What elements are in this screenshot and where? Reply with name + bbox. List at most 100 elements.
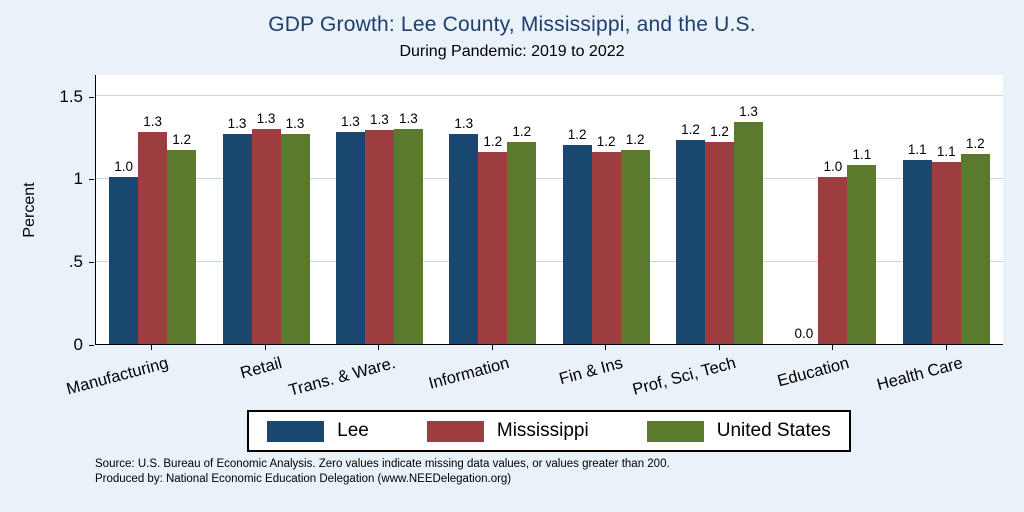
bar-value-label: 1.0 <box>114 158 134 174</box>
legend-label-mississippi: Mississippi <box>496 420 589 441</box>
x-tick-mark <box>832 345 834 350</box>
y-tick-mark <box>89 96 94 98</box>
bar-value-label: 1.3 <box>285 115 305 131</box>
bar-value-label: 1.3 <box>399 110 418 126</box>
bar-group: 1.3 1.3 1.3 <box>323 111 436 344</box>
bar-united-states: 1.3 <box>393 111 423 344</box>
x-tick-mark <box>264 345 266 350</box>
legend-label-united-states: United States <box>716 420 831 441</box>
x-tick-label: Prof, Sci, Tech <box>630 354 738 399</box>
x-tick-mark <box>151 345 153 350</box>
bar-value-label: 1.2 <box>965 135 985 151</box>
bar-value-label: 1.3 <box>454 115 474 131</box>
chart-title: GDP Growth: Lee County, Mississippi, and… <box>268 13 756 36</box>
source-note: Source: U.S. Bureau of Economic Analysis… <box>95 458 670 470</box>
gridline <box>96 177 1003 179</box>
y-tick-mark <box>89 345 94 346</box>
bar-mississippi: 1.3 <box>251 111 281 344</box>
bar-united-states: 1.3 <box>280 116 310 344</box>
legend: Lee Mississippi United States <box>247 410 851 452</box>
bar-value-label: 1.3 <box>370 112 389 128</box>
bar-lee: 1.2 <box>676 122 706 344</box>
x-tick-label: Health Care <box>875 354 965 395</box>
x-tick-label: Education <box>775 354 852 391</box>
bar-group: 1.2 1.2 1.3 <box>663 104 776 344</box>
bar-mississippi: 1.2 <box>478 134 508 344</box>
bar-value-label: 0.0 <box>794 326 814 341</box>
x-tick-label: Trans. & Ware. <box>286 354 398 400</box>
bar-lee: 1.3 <box>222 116 252 344</box>
bar-lee: 1.3 <box>449 116 479 344</box>
x-tick-mark <box>491 345 493 350</box>
chart-subtitle: During Pandemic: 2019 to 2022 <box>399 43 625 60</box>
bar-lee: 1.0 <box>109 159 139 344</box>
bar-value-label: 1.0 <box>823 158 843 174</box>
legend-swatch-lee <box>267 420 325 442</box>
produced-by-note: Produced by: National Economic Education… <box>95 473 512 485</box>
y-tick-label: 0 <box>73 335 83 354</box>
y-tick-label: .5 <box>68 252 83 272</box>
bar-value-label: 1.2 <box>567 127 587 143</box>
bar-value-label: 1.2 <box>681 122 700 138</box>
bar-lee: 1.3 <box>335 114 365 344</box>
bar-value-label: 1.2 <box>483 133 503 149</box>
bar-lee: 1.1 <box>902 142 932 344</box>
y-axis-ticks: 0 .5 1 1.5 <box>0 75 95 354</box>
bar-groups: 1.0 1.3 1.2 1.3 1.3 1.3 1.3 1.3 1.3 1.3 1.2 1.2 1.2 1… <box>96 75 1003 344</box>
bar-mississippi: 1.2 <box>591 134 621 344</box>
y-tick-mark <box>89 179 94 181</box>
footnotes: Source: U.S. Bureau of Economic Analysis… <box>95 457 670 487</box>
y-tick-label: 1.5 <box>59 86 83 106</box>
x-tick-mark <box>945 345 947 350</box>
bar-value-label: 1.2 <box>172 132 192 148</box>
legend-row: Lee Mississippi United States <box>95 410 1003 452</box>
legend-item-lee: Lee <box>267 420 369 442</box>
bar-united-states: 1.2 <box>960 136 990 344</box>
bar-value-label: 1.3 <box>256 110 276 126</box>
bar-value-label: 1.2 <box>625 132 645 148</box>
bar-mississippi: 1.1 <box>931 144 961 344</box>
x-axis-labels: Manufacturing Retail Trans. & Ware. Informa… <box>65 345 1003 417</box>
bar-group: 1.2 1.2 1.2 <box>550 127 663 344</box>
bar-united-states: 1.2 <box>620 132 650 344</box>
bar-value-label: 1.2 <box>512 123 532 139</box>
x-tick-label: Retail <box>238 354 284 383</box>
bar-value-label: 1.3 <box>739 104 758 120</box>
gridline <box>96 95 1003 97</box>
bar-united-states: 1.3 <box>734 104 764 344</box>
x-tick-mark <box>605 345 607 350</box>
x-tick-mark <box>378 345 380 350</box>
x-tick-label: Manufacturing <box>64 354 171 399</box>
bar-group: 1.0 1.3 1.2 <box>96 114 209 344</box>
legend-label-lee: Lee <box>337 420 369 441</box>
bar-group: 1.3 1.3 1.3 <box>209 111 322 344</box>
bar-mississippi: 1.2 <box>705 124 735 344</box>
bar-value-label: 1.1 <box>936 143 956 159</box>
bar-united-states: 1.2 <box>167 132 197 344</box>
bar-value-label: 1.2 <box>596 133 616 149</box>
y-tick-mark <box>89 262 94 264</box>
bar-group: 0.0 1.0 1.1 <box>776 147 889 344</box>
bar-value-label: 1.1 <box>852 147 872 163</box>
legend-item-united-states: United States <box>646 420 831 442</box>
bar-united-states: 1.1 <box>847 147 877 344</box>
plot-area: 1.0 1.3 1.2 1.3 1.3 1.3 1.3 1.3 1.3 1.3 1.2 1.2 1.2 1… <box>95 75 1003 345</box>
bar-mississippi: 1.0 <box>818 159 848 344</box>
bar-value-label: 1.3 <box>341 113 360 129</box>
legend-swatch-mississippi <box>426 420 484 442</box>
x-tick-label: Information <box>426 354 511 393</box>
legend-swatch-united-states <box>646 420 704 442</box>
bar-mississippi: 1.3 <box>138 114 168 344</box>
y-tick-label: 1 <box>73 169 83 189</box>
bar-value-label: 1.3 <box>143 113 163 129</box>
x-tick-mark <box>718 345 720 350</box>
legend-item-mississippi: Mississippi <box>426 420 589 442</box>
bar-lee: 1.2 <box>562 127 592 344</box>
x-tick-label: Fin & Ins <box>556 354 625 389</box>
bar-value-label: 1.3 <box>227 115 247 131</box>
bar-united-states: 1.2 <box>507 124 537 344</box>
bar-value-label: 1.1 <box>907 142 927 158</box>
bar-mississippi: 1.3 <box>364 112 394 344</box>
bar-group: 1.1 1.1 1.2 <box>890 136 1003 344</box>
